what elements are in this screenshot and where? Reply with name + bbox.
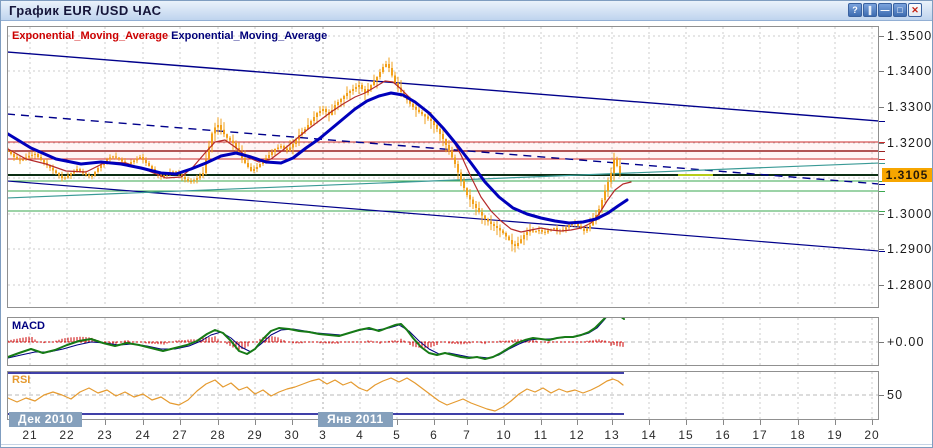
price-axis-label: 1.3300 (887, 100, 933, 114)
window-title: График EUR /USD ЧАС (9, 3, 162, 18)
month-badge: Янв 2011 (318, 412, 393, 427)
time-axis-label: 22 (59, 428, 75, 442)
indicator-legend: Exponential_Moving_Average Exponential_M… (12, 30, 327, 42)
price-axis-label: 1.3400 (887, 64, 933, 78)
window-buttons: ? ∥ — □ ✕ (848, 3, 922, 17)
time-axis-label: 10 (496, 428, 512, 442)
time-axis-label: 5 (393, 428, 401, 442)
time-axis-label: 21 (22, 428, 38, 442)
legend-ema-slow: Exponential_Moving_Average (171, 30, 328, 42)
rsi-panel[interactable]: RSI (7, 371, 879, 420)
macd-label: MACD (12, 320, 45, 332)
price-axis-label: 1.2800 (887, 278, 933, 292)
time-axis-label: 7 (463, 428, 471, 442)
close-button[interactable]: ✕ (908, 3, 922, 17)
time-axis-label: 24 (135, 428, 151, 442)
price-axis-label: 1.3000 (887, 207, 933, 221)
current-price-label: 1.3105 (882, 168, 932, 182)
time-axis-label: 29 (247, 428, 263, 442)
time-axis-label: 13 (604, 428, 620, 442)
price-axis[interactable]: 1.3500 1.3400 1.3300 1.3200 1.3000 1.2900 1.28… (879, 21, 933, 445)
pause-button[interactable]: ∥ (863, 3, 877, 17)
price-axis-label: 1.3200 (887, 136, 933, 150)
time-axis-label: 19 (827, 428, 843, 442)
time-axis-label: 14 (641, 428, 657, 442)
maximize-button[interactable]: □ (893, 3, 907, 17)
month-badge: Дек 2010 (9, 412, 83, 427)
macd-canvas[interactable] (8, 318, 878, 365)
time-axis-label: 20 (864, 428, 880, 442)
time-axis-label: 12 (569, 428, 585, 442)
rsi-axis-label: 50 (887, 388, 904, 402)
price-chart-canvas[interactable] (8, 27, 878, 307)
macd-panel[interactable]: MACD (7, 317, 879, 366)
time-axis-label: 11 (533, 428, 549, 442)
rsi-label: RSI (12, 374, 31, 386)
time-axis-label: 4 (356, 428, 364, 442)
help-button[interactable]: ? (848, 3, 862, 17)
time-axis-label: 28 (210, 428, 226, 442)
time-axis-label: 30 (284, 428, 300, 442)
time-axis[interactable]: 21 22 23 24 27 28 29 30 3 4 5 6 7 10 11 12 13 14 15 16 17 18 1… (1, 420, 932, 446)
rsi-canvas[interactable] (8, 372, 878, 419)
price-axis-label: 1.3500 (887, 29, 933, 43)
time-axis-label: 23 (97, 428, 113, 442)
time-axis-label: 6 (430, 428, 438, 442)
legend-ema-fast: Exponential_Moving_Average (12, 30, 169, 42)
minimize-button[interactable]: — (878, 3, 892, 17)
time-axis-label: 3 (319, 428, 327, 442)
time-axis-label: 17 (752, 428, 768, 442)
macd-axis-label: +0.00 (887, 335, 925, 349)
window-bottom-divider (1, 444, 932, 445)
time-axis-label: 15 (678, 428, 694, 442)
time-axis-label: 27 (172, 428, 188, 442)
price-axis-label: 1.2900 (887, 242, 933, 256)
main-price-panel[interactable]: Exponential_Moving_Average Exponential_M… (7, 26, 879, 308)
titlebar[interactable]: График EUR /USD ЧАС ? ∥ — □ ✕ (1, 1, 932, 21)
time-axis-label: 16 (715, 428, 731, 442)
time-axis-label: 18 (790, 428, 806, 442)
